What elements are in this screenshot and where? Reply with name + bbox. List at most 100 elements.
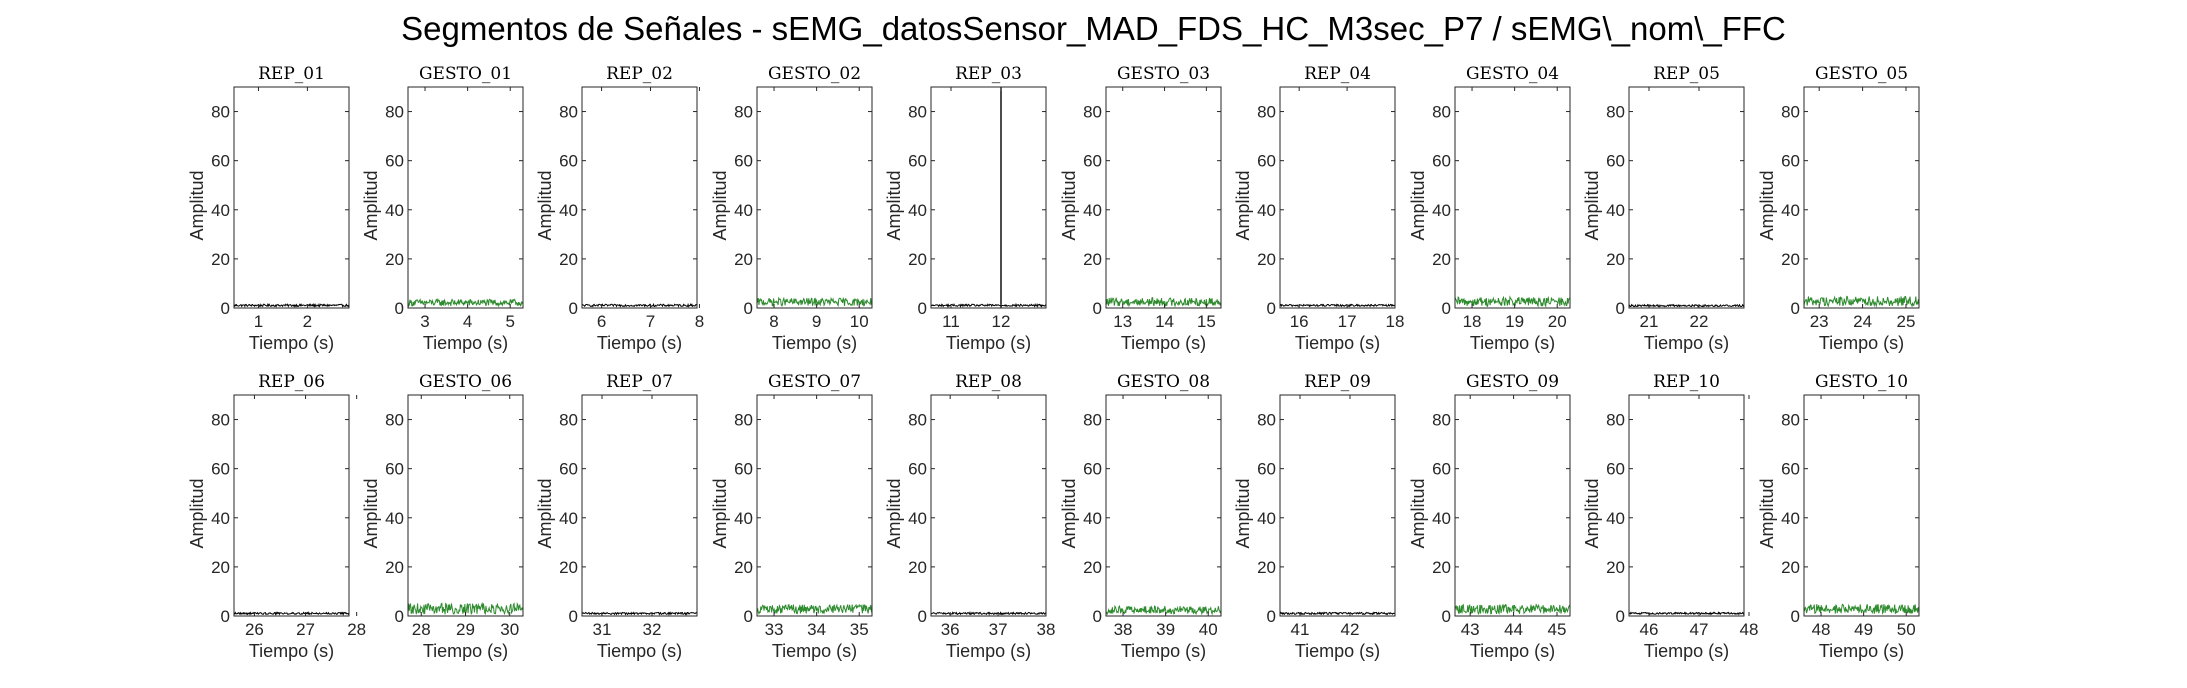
signal-trace bbox=[1629, 611, 1744, 616]
y-tick-label: 60 bbox=[734, 460, 753, 479]
x-tick-label: 45 bbox=[1548, 620, 1567, 639]
y-tick-label: 20 bbox=[211, 558, 230, 577]
y-axis-label: Amplitud bbox=[884, 170, 904, 240]
x-tick-label: 1 bbox=[254, 312, 263, 331]
figure-title: Segmentos de Señales - sEMG_datosSensor_… bbox=[401, 10, 1786, 47]
y-tick-label: 20 bbox=[908, 558, 927, 577]
x-tick-label: 6 bbox=[597, 312, 606, 331]
y-tick-label: 80 bbox=[559, 411, 578, 430]
y-tick-label: 40 bbox=[1083, 509, 1102, 528]
y-tick-label: 40 bbox=[559, 509, 578, 528]
x-tick-label: 23 bbox=[1810, 312, 1829, 331]
x-axis-label: Tiempo (s) bbox=[249, 641, 334, 661]
y-tick-label: 80 bbox=[1432, 411, 1451, 430]
x-axis-label: Tiempo (s) bbox=[772, 641, 857, 661]
y-tick-label: 20 bbox=[908, 250, 927, 269]
y-axis-label: Amplitud bbox=[361, 170, 381, 240]
y-tick-label: 0 bbox=[1093, 607, 1102, 626]
y-axis-label: Amplitud bbox=[1233, 478, 1253, 548]
subplot-gesto-05: 0 20 40 60 80 23 24 25 GESTO_05 Tiempo (s) Amplitu… bbox=[1757, 64, 1920, 353]
x-tick-label: 12 bbox=[992, 312, 1011, 331]
subplot-title: GESTO_05 bbox=[1815, 64, 1908, 84]
subplot-title: GESTO_08 bbox=[1117, 372, 1210, 392]
y-tick-label: 20 bbox=[1083, 558, 1102, 577]
y-tick-label: 40 bbox=[1781, 201, 1800, 220]
y-tick-label: 0 bbox=[395, 607, 404, 626]
y-tick-label: 80 bbox=[908, 103, 927, 122]
y-tick-label: 80 bbox=[211, 103, 230, 122]
subplot-gesto-01: 0 20 40 60 80 3 4 5 GESTO_01 Tiempo (s) Amplitud bbox=[361, 64, 524, 353]
x-axis-label: Tiempo (s) bbox=[1644, 333, 1729, 353]
subplot-gesto-07: 0 20 40 60 80 33 34 35 GESTO_07 Tiempo (s) Amplitu… bbox=[710, 372, 873, 661]
y-axis-label: Amplitud bbox=[1757, 170, 1777, 240]
subplot-title: REP_02 bbox=[606, 64, 673, 84]
axes-box bbox=[1803, 394, 1920, 617]
subplot-title: REP_05 bbox=[1653, 64, 1720, 84]
y-tick-label: 60 bbox=[385, 152, 404, 171]
y-tick-label: 60 bbox=[559, 460, 578, 479]
y-tick-label: 0 bbox=[1791, 607, 1800, 626]
x-tick-label: 4 bbox=[463, 312, 472, 331]
x-axis-label: Tiempo (s) bbox=[1470, 641, 1555, 661]
y-tick-label: 0 bbox=[918, 299, 927, 318]
y-axis-label: Amplitud bbox=[710, 170, 730, 240]
y-tick-label: 40 bbox=[211, 201, 230, 220]
x-tick-label: 31 bbox=[593, 620, 612, 639]
signal-trace bbox=[931, 611, 1046, 616]
y-axis-label: Amplitud bbox=[884, 478, 904, 548]
y-tick-label: 40 bbox=[385, 201, 404, 220]
y-tick-label: 40 bbox=[1781, 509, 1800, 528]
axes-box bbox=[756, 394, 873, 617]
y-tick-label: 40 bbox=[385, 509, 404, 528]
x-tick-label: 35 bbox=[850, 620, 869, 639]
x-tick-label: 18 bbox=[1463, 312, 1482, 331]
signal-trace bbox=[931, 302, 1046, 308]
y-axis-label: Amplitud bbox=[535, 170, 555, 240]
x-axis-label: Tiempo (s) bbox=[946, 641, 1031, 661]
x-tick-label: 33 bbox=[765, 620, 784, 639]
y-tick-label: 80 bbox=[385, 411, 404, 430]
axes-box bbox=[407, 394, 524, 617]
y-tick-label: 0 bbox=[1442, 607, 1451, 626]
y-tick-label: 80 bbox=[1083, 411, 1102, 430]
y-tick-label: 60 bbox=[734, 152, 753, 171]
x-axis-label: Tiempo (s) bbox=[423, 641, 508, 661]
x-axis-label: Tiempo (s) bbox=[249, 333, 334, 353]
axes-box bbox=[1454, 86, 1571, 309]
y-tick-label: 80 bbox=[1257, 411, 1276, 430]
x-tick-label: 22 bbox=[1690, 312, 1709, 331]
x-axis-label: Tiempo (s) bbox=[1121, 641, 1206, 661]
y-tick-label: 40 bbox=[908, 201, 927, 220]
subplot-title: REP_10 bbox=[1653, 372, 1720, 392]
y-tick-label: 80 bbox=[385, 103, 404, 122]
x-tick-label: 9 bbox=[812, 312, 821, 331]
y-tick-label: 20 bbox=[1781, 250, 1800, 269]
y-tick-label: 40 bbox=[1606, 201, 1625, 220]
x-axis-label: Tiempo (s) bbox=[1470, 333, 1555, 353]
x-tick-label: 43 bbox=[1461, 620, 1480, 639]
y-tick-label: 60 bbox=[1257, 152, 1276, 171]
signal-trace bbox=[757, 603, 872, 615]
x-tick-label: 34 bbox=[807, 620, 826, 639]
y-tick-label: 20 bbox=[1606, 250, 1625, 269]
y-tick-label: 60 bbox=[908, 460, 927, 479]
x-tick-label: 8 bbox=[769, 312, 778, 331]
y-tick-label: 20 bbox=[734, 250, 753, 269]
y-tick-label: 40 bbox=[734, 509, 753, 528]
x-tick-label: 3 bbox=[420, 312, 429, 331]
signal-trace bbox=[1280, 611, 1395, 616]
y-tick-label: 0 bbox=[221, 299, 230, 318]
axes-box bbox=[1105, 394, 1222, 617]
x-tick-label: 17 bbox=[1338, 312, 1357, 331]
y-axis-label: Amplitud bbox=[1233, 170, 1253, 240]
signal-trace bbox=[1629, 303, 1744, 308]
y-tick-label: 0 bbox=[395, 299, 404, 318]
y-tick-label: 60 bbox=[908, 152, 927, 171]
x-tick-label: 30 bbox=[500, 620, 519, 639]
y-tick-label: 40 bbox=[1083, 201, 1102, 220]
y-tick-label: 0 bbox=[1267, 299, 1276, 318]
subplot-rep-05: 0 20 40 60 80 21 22 REP_05 Tiempo (s) Amplitud bbox=[1582, 64, 1745, 353]
y-tick-label: 60 bbox=[1432, 460, 1451, 479]
subplot-rep-04: 0 20 40 60 80 16 17 18 REP_04 Tiempo (s) Amplitud bbox=[1233, 64, 1404, 353]
y-tick-label: 80 bbox=[734, 103, 753, 122]
